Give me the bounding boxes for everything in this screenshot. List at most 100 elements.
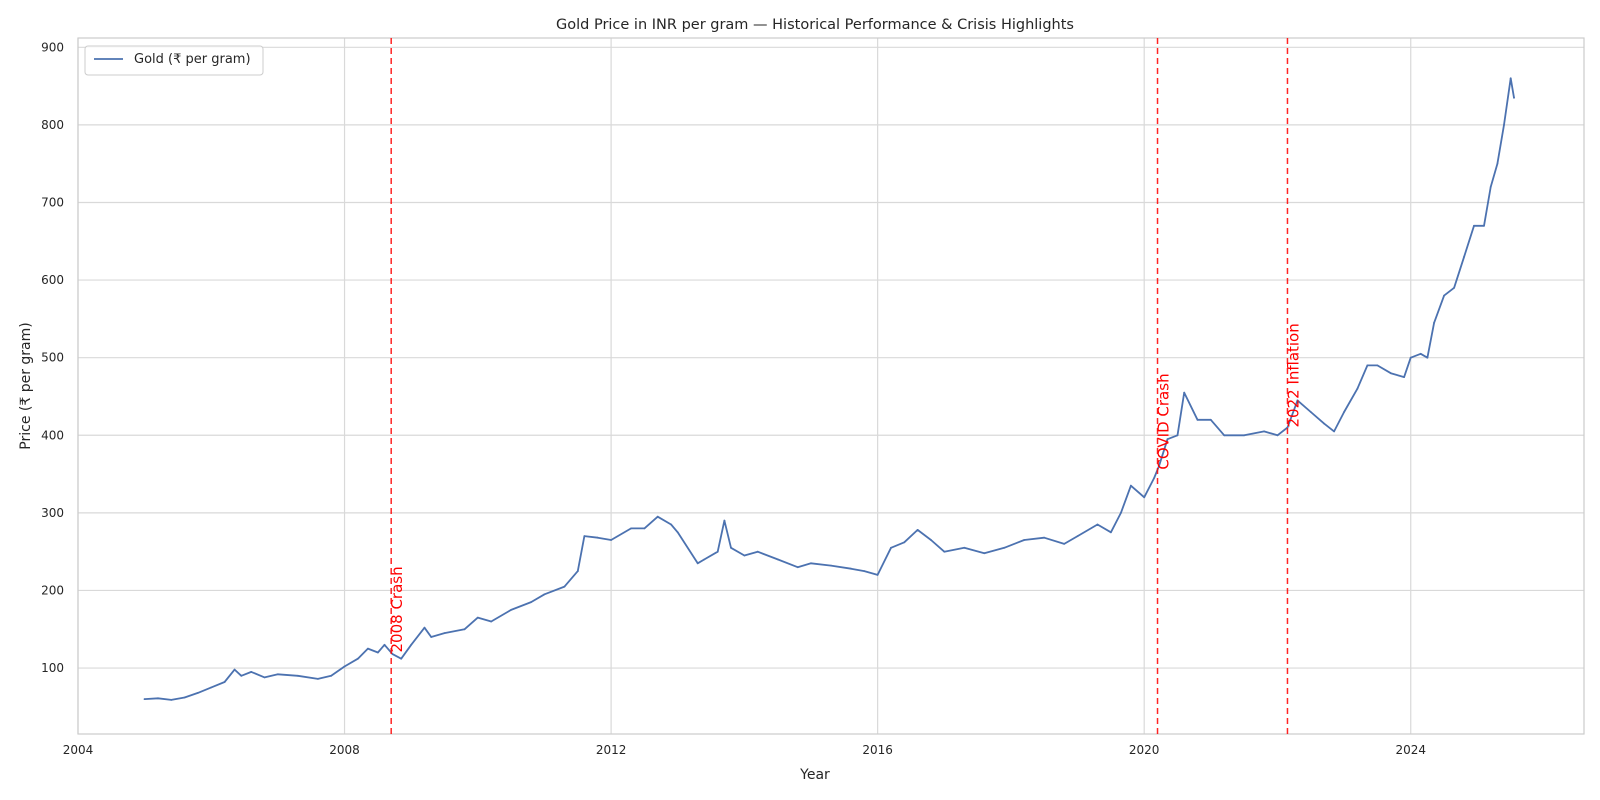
crisis-label: COVID Crash — [1155, 373, 1173, 469]
data-point — [1043, 536, 1046, 539]
data-point — [903, 541, 906, 544]
y-tick-label: 900 — [41, 40, 64, 54]
data-point — [1473, 224, 1475, 227]
data-point — [563, 585, 566, 588]
data-point — [183, 696, 186, 699]
data-point — [317, 678, 319, 680]
series-layer — [143, 77, 1515, 701]
data-point — [1176, 434, 1179, 437]
data-point — [930, 539, 932, 541]
data-point — [583, 535, 586, 537]
data-point — [240, 674, 243, 677]
data-point — [776, 558, 779, 561]
data-point — [1286, 426, 1289, 429]
data-point — [400, 657, 403, 660]
data-point — [1483, 224, 1485, 227]
y-tick-label: 300 — [41, 506, 64, 520]
crisis-label: 2008 Crash — [388, 566, 406, 652]
data-point — [796, 566, 799, 569]
x-tick-label: 2016 — [862, 743, 893, 757]
data-point — [670, 523, 672, 526]
data-point — [610, 539, 612, 541]
data-point — [576, 570, 579, 572]
y-tick-label: 800 — [41, 118, 64, 132]
data-point — [1309, 411, 1312, 413]
data-point — [357, 657, 359, 660]
data-point — [543, 593, 546, 596]
data-point — [1158, 465, 1160, 468]
y-tick-label: 600 — [41, 273, 64, 287]
data-point — [343, 665, 346, 668]
data-point — [963, 546, 966, 549]
data-point — [1453, 286, 1455, 289]
data-point — [890, 546, 892, 549]
data-point — [830, 564, 832, 567]
data-point — [703, 558, 706, 561]
data-point — [943, 550, 946, 553]
data-point — [197, 692, 199, 694]
data-point — [916, 529, 919, 531]
data-point — [730, 546, 732, 549]
data-point — [810, 562, 812, 565]
data-point — [157, 697, 159, 700]
data-point — [463, 628, 466, 631]
y-tick-label: 100 — [41, 661, 64, 675]
data-point — [277, 673, 279, 676]
data-point — [510, 609, 512, 611]
data-point — [297, 674, 299, 677]
data-point — [1003, 546, 1006, 549]
data-point — [1333, 430, 1335, 433]
data-point — [1063, 543, 1066, 545]
data-point — [476, 616, 479, 619]
data-point — [1130, 484, 1132, 487]
data-point — [1196, 418, 1199, 421]
plot-area-frame — [77, 37, 1585, 735]
x-tick-label: 2008 — [329, 743, 360, 757]
grid-lines — [77, 38, 1584, 734]
data-point — [1496, 162, 1499, 165]
data-point — [443, 632, 446, 634]
data-point — [676, 531, 679, 534]
data-point — [1513, 96, 1515, 99]
data-point — [1243, 434, 1246, 437]
data-point — [1509, 77, 1512, 80]
data-point — [263, 676, 266, 679]
data-point — [330, 674, 333, 677]
data-point — [490, 620, 493, 623]
data-point — [1296, 399, 1299, 402]
x-axis-title: Year — [799, 767, 830, 783]
data-point — [233, 668, 236, 671]
crisis-annotations: 2008 Crash COVID Crash 2022 Inflation — [388, 38, 1303, 734]
data-point — [423, 626, 426, 629]
data-point — [250, 671, 253, 673]
data-point — [1110, 531, 1112, 534]
legend-label-gold: Gold (₹ per gram) — [134, 52, 251, 67]
data-point — [1263, 430, 1265, 433]
data-point — [716, 550, 719, 553]
data-point — [143, 698, 146, 700]
data-point — [1389, 372, 1392, 375]
data-point — [630, 527, 632, 530]
data-point — [1463, 255, 1465, 258]
data-point — [850, 567, 852, 570]
crisis-label: 2022 Inflation — [1285, 323, 1303, 427]
data-point — [1223, 434, 1226, 437]
data-point — [1023, 539, 1026, 541]
data-point — [1443, 294, 1445, 297]
data-point — [1433, 321, 1435, 324]
data-point — [430, 636, 433, 638]
x-tick-label: 2020 — [1129, 743, 1160, 757]
x-axis-ticks: 2004 2008 2012 2016 2020 2024 — [63, 743, 1426, 757]
data-point — [367, 647, 369, 650]
data-point — [1143, 496, 1146, 499]
data-point — [723, 519, 726, 522]
y-tick-label: 200 — [41, 583, 64, 597]
data-point — [743, 554, 746, 557]
data-point — [983, 552, 986, 555]
data-point — [1419, 352, 1422, 355]
data-point — [170, 699, 173, 701]
data-point — [1153, 477, 1156, 479]
data-point — [1503, 124, 1505, 126]
